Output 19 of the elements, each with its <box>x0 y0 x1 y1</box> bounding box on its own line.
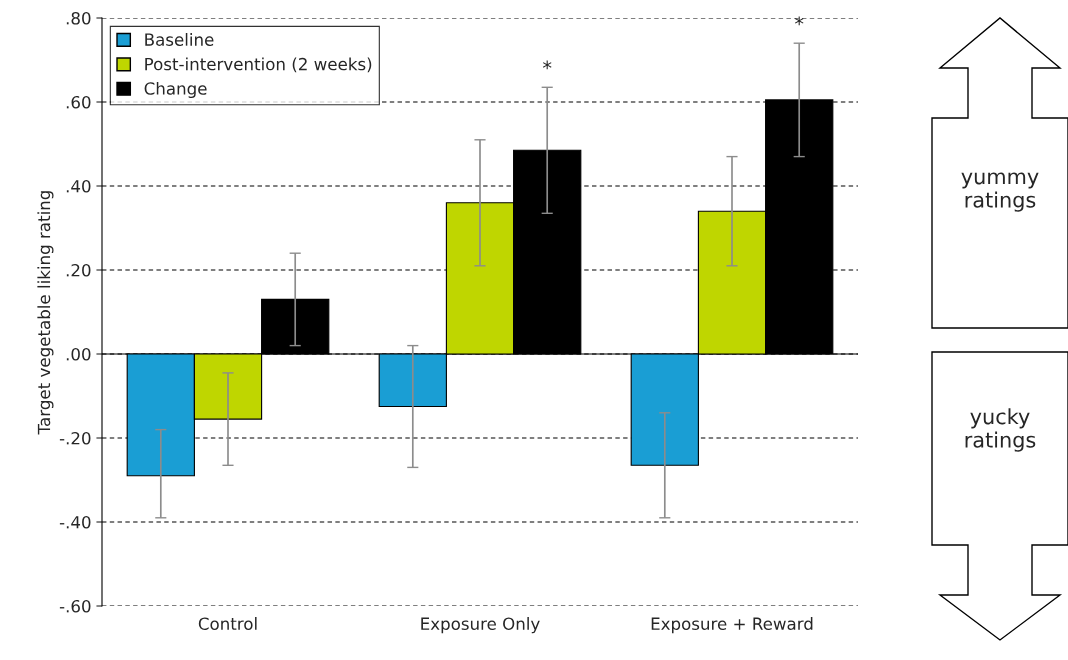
annotation: * <box>794 16 804 26</box>
x-tick-label: Control <box>198 617 257 631</box>
y-tick-label: .00 <box>66 347 91 361</box>
y-tick-label: -.60 <box>59 599 91 613</box>
x-tick-label: Exposure + Reward <box>651 617 813 634</box>
y-tick-label: -.20 <box>59 431 91 445</box>
text: yummy ratings <box>961 172 1039 212</box>
y-tick-label: .80 <box>66 11 91 25</box>
y-tick-label: .20 <box>66 263 91 277</box>
legend-label: Change <box>144 81 207 99</box>
y-tick-label: .60 <box>66 95 91 109</box>
legend-label: Post-intervention (2 weeks) <box>145 57 372 73</box>
annotation: * <box>542 60 552 70</box>
x-tick-label: Exposure Only <box>421 617 540 634</box>
text: yucky ratings <box>965 408 1036 452</box>
legend-label: Baseline <box>145 33 214 46</box>
y-tick-label: .40 <box>66 179 91 193</box>
y-axis-title: Target vegetable liking rating <box>37 191 54 435</box>
y-tick-label: -.40 <box>59 515 91 529</box>
